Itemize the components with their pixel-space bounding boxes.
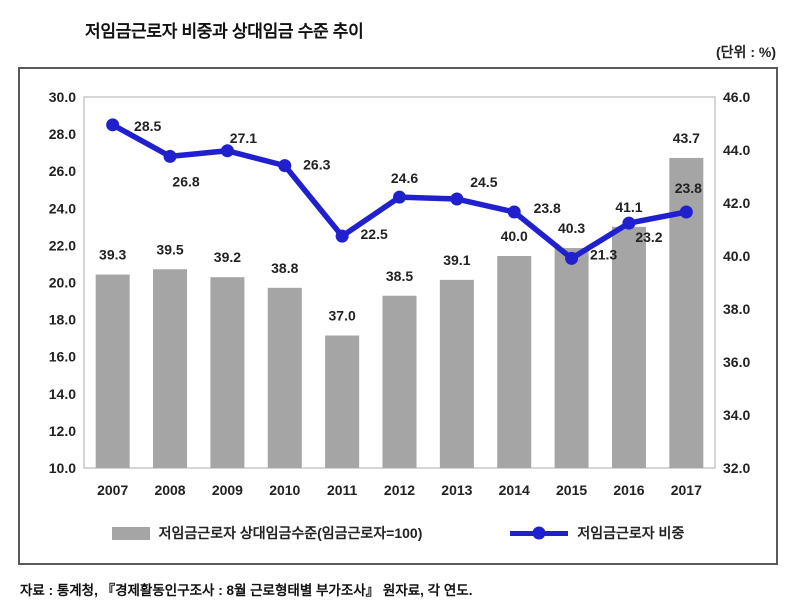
- bar-label-2011: 37.0: [329, 308, 356, 324]
- left-axis-tick: 30.0: [49, 89, 76, 105]
- chart-title: 저임금근로자 비중과 상대임금 수준 추이: [85, 22, 364, 41]
- data-point-2014: [507, 205, 521, 219]
- x-axis-label-2014: 2014: [499, 482, 530, 498]
- bar-2007: [95, 274, 130, 468]
- x-axis-label-2013: 2013: [441, 482, 472, 498]
- bar-2015: [554, 248, 589, 468]
- legend-item-bar: 저임금근로자 상대임금수준(임금근로자=100): [111, 523, 423, 543]
- x-axis-label-2016: 2016: [613, 482, 644, 498]
- left-axis-tick: 26.0: [49, 163, 76, 179]
- line-marker-dot-icon: [532, 526, 546, 540]
- left-axis-tick: 14.0: [49, 386, 76, 402]
- data-point-2011: [335, 229, 349, 243]
- x-axis-label-2012: 2012: [384, 482, 415, 498]
- x-axis-label-2010: 2010: [269, 482, 300, 498]
- data-point-2008: [163, 149, 177, 163]
- x-axis-label-2008: 2008: [154, 482, 185, 498]
- chart-container: 30.0 28.0 26.0 24.0 22.0 20.0 18.0 16.0 14.0 12.0…: [18, 67, 778, 565]
- data-point-2009: [220, 144, 234, 158]
- bar-2012: [382, 295, 417, 468]
- right-axis-tick: 34.0: [723, 407, 750, 423]
- bar-2016: [611, 226, 646, 468]
- legend-item-line: 저임금근로자 비중: [510, 523, 684, 543]
- bar-2011: [325, 335, 360, 468]
- line-swatch-icon: [510, 526, 569, 540]
- x-axis-label-2017: 2017: [671, 482, 702, 498]
- left-axis-tick: 10.0: [49, 460, 76, 476]
- data-point-2015: [565, 251, 579, 265]
- source-note: 자료 : 통계청, 『경제활동인구조사 : 8월 근로형태별 부가조사』 원자료…: [20, 583, 473, 598]
- bar-label-2008: 39.5: [156, 241, 183, 257]
- bar-label-2016: 41.1: [615, 199, 642, 215]
- line-label-2014: 23.8: [534, 200, 561, 216]
- line-label-2007: 28.5: [134, 118, 161, 134]
- line-label-2009: 27.1: [230, 130, 257, 146]
- bar-label-2007: 39.3: [99, 247, 126, 263]
- bar-label-2009: 39.2: [214, 249, 241, 265]
- data-point-2016: [622, 216, 636, 230]
- left-axis-tick: 12.0: [49, 423, 76, 439]
- line-label-2017: 23.8: [675, 180, 702, 196]
- right-axis-tick: 44.0: [723, 142, 750, 158]
- bar-label-2017: 43.7: [673, 130, 700, 146]
- bar-2010: [267, 287, 302, 468]
- unit-label: (단위 : %): [716, 44, 776, 60]
- left-axis-tick: 18.0: [49, 312, 76, 328]
- bar-2017: [669, 157, 704, 468]
- right-axis-tick: 32.0: [723, 460, 750, 476]
- right-axis-tick: 42.0: [723, 195, 750, 211]
- left-axis-tick: 16.0: [49, 349, 76, 365]
- line-label-2013: 24.5: [470, 174, 497, 190]
- bar-label-2013: 39.1: [443, 252, 470, 268]
- bar-2008: [153, 269, 188, 468]
- line-label-2011: 22.5: [361, 226, 388, 242]
- line-label-2008: 26.8: [172, 173, 199, 189]
- right-axis-tick: 40.0: [723, 248, 750, 264]
- left-axis-tick: 24.0: [49, 200, 76, 216]
- data-point-2012: [393, 190, 406, 204]
- line-label-2010: 26.3: [303, 157, 330, 173]
- line-label-2016: 23.2: [635, 229, 662, 245]
- data-point-2007: [106, 118, 120, 132]
- left-axis-tick: 20.0: [49, 275, 76, 291]
- data-point-2010: [278, 159, 292, 173]
- line-label-2015: 21.3: [590, 246, 617, 262]
- x-axis-label-2015: 2015: [556, 482, 587, 498]
- line-label-2012: 24.6: [391, 170, 418, 186]
- right-axis-tick: 38.0: [723, 301, 750, 317]
- bar-label-2012: 38.5: [386, 268, 413, 284]
- legend-bar-label: 저임금근로자 상대임금수준(임금근로자=100): [158, 525, 423, 541]
- x-axis-label-2007: 2007: [97, 482, 128, 498]
- bar-swatch-icon: [111, 526, 150, 540]
- left-axis-tick: 22.0: [49, 237, 76, 253]
- right-axis-tick: 46.0: [723, 89, 750, 105]
- right-axis-tick: 36.0: [723, 354, 750, 370]
- bar-2013: [439, 279, 474, 468]
- x-axis-label-2009: 2009: [212, 482, 243, 498]
- legend: 저임금근로자 상대임금수준(임금근로자=100) 저임금근로자 비중: [20, 507, 776, 559]
- combo-chart: 30.0 28.0 26.0 24.0 22.0 20.0 18.0 16.0 14.0 12.0…: [49, 89, 751, 498]
- data-point-2013: [450, 192, 464, 206]
- bar-label-2010: 38.8: [271, 260, 298, 276]
- left-axis-tick: 28.0: [49, 126, 76, 142]
- legend-line-label: 저임금근로자 비중: [577, 525, 685, 541]
- bar-label-2015: 40.3: [558, 220, 585, 236]
- data-point-2017: [679, 205, 693, 219]
- x-axis-label-2011: 2011: [327, 482, 358, 498]
- bar-label-2014: 40.0: [501, 228, 528, 244]
- bar-2014: [497, 256, 532, 468]
- bar-2009: [210, 277, 245, 468]
